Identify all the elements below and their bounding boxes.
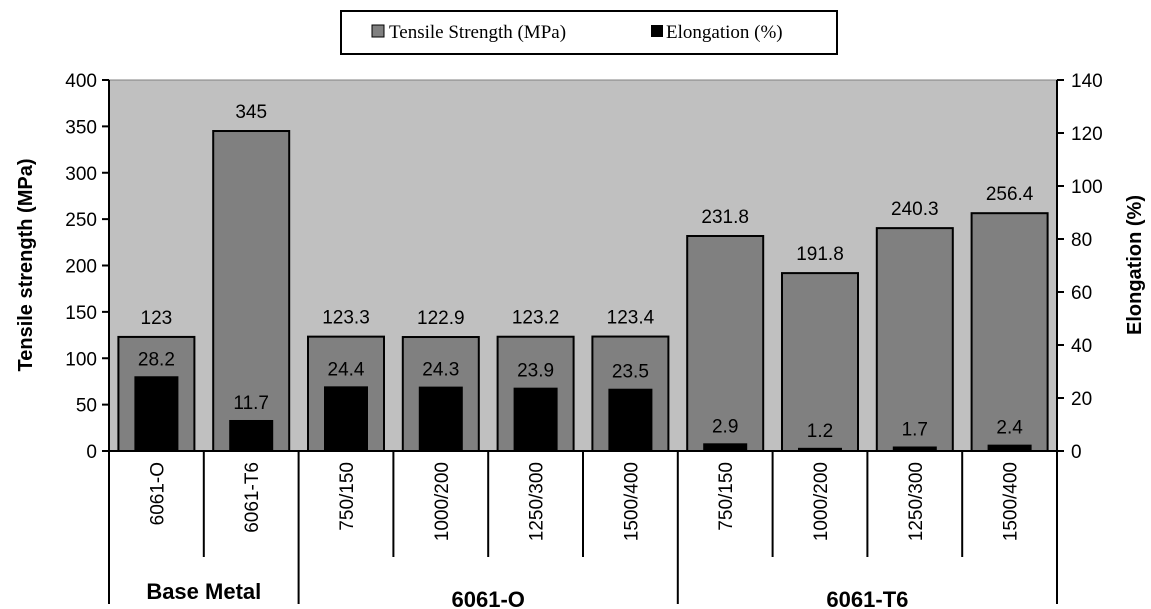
category-label: 1250/300 xyxy=(527,462,548,541)
data-label-elongation: 1.7 xyxy=(902,419,928,440)
bar-tensile-strength xyxy=(212,130,291,452)
data-label-elongation: 28.2 xyxy=(138,349,175,370)
y-tick-label-left: 200 xyxy=(65,257,97,278)
legend-box xyxy=(340,10,838,55)
labels-layer: 0 50 100 150 200 250 300 350 400 0 20 40 60 80 100 120 1… xyxy=(65,71,1102,609)
data-label-tensile-strength: 123 xyxy=(141,308,173,329)
group-label: 6061-O xyxy=(452,587,525,609)
y-axis-title-right: Elongation (%) xyxy=(1124,195,1146,335)
data-label-tensile-strength: 123.3 xyxy=(322,308,370,329)
data-label-elongation: 11.7 xyxy=(233,393,269,414)
data-label-tensile-strength: 123.2 xyxy=(512,308,560,329)
bar-elongation xyxy=(229,419,274,451)
legend: Tensile Strength (MPa) Elongation (%) xyxy=(340,10,838,55)
y-tick-label-right: 100 xyxy=(1071,177,1103,198)
y-tick-label-left: 350 xyxy=(65,117,97,138)
category-label: 1500/400 xyxy=(621,462,642,541)
y-tick-label-left: 250 xyxy=(65,210,97,231)
y-tick-label-right: 80 xyxy=(1071,230,1092,251)
legend-swatch-elongation xyxy=(651,25,663,37)
legend-label-tensile: Tensile Strength (MPa) xyxy=(389,22,566,43)
bar-tensile-strength xyxy=(781,272,859,452)
bar-elongation xyxy=(892,446,937,451)
bar-elongation xyxy=(608,388,653,451)
group-label: Base Metal xyxy=(146,579,261,604)
bar-elongation xyxy=(134,376,179,451)
y-tick-label-right: 0 xyxy=(1071,442,1082,463)
legend-label-elongation: Elongation (%) xyxy=(666,22,783,43)
data-label-tensile-strength: 191.8 xyxy=(796,244,844,265)
y-tick-label-right: 40 xyxy=(1071,336,1092,357)
bar-elongation xyxy=(987,444,1032,451)
legend-swatch-tensile xyxy=(371,24,385,38)
y-tick-label-right: 140 xyxy=(1071,71,1103,92)
y-tick-label-left: 150 xyxy=(65,303,97,324)
y-tick-label-left: 300 xyxy=(65,164,97,185)
data-label-tensile-strength: 122.9 xyxy=(417,308,465,329)
category-label: 750/150 xyxy=(716,462,737,531)
data-label-elongation: 2.4 xyxy=(996,418,1023,439)
group-label: 6061-T6 xyxy=(826,587,908,609)
bar-tensile-strength xyxy=(970,212,1049,452)
bar-tensile-strength xyxy=(875,227,954,452)
y-tick-label-left: 50 xyxy=(76,396,97,417)
axes-layer xyxy=(102,79,1064,604)
data-label-elongation: 23.9 xyxy=(517,361,554,382)
category-label: 1000/200 xyxy=(432,462,453,541)
data-label-elongation: 2.9 xyxy=(712,416,738,437)
y-tick-label-left: 100 xyxy=(65,349,97,370)
data-label-tensile-strength: 345 xyxy=(235,102,267,123)
bar-elongation xyxy=(324,386,368,451)
data-label-tensile-strength: 123.4 xyxy=(607,308,655,329)
data-label-elongation: 24.3 xyxy=(422,360,459,381)
y-tick-label-right: 20 xyxy=(1071,389,1092,410)
data-label-tensile-strength: 256.4 xyxy=(986,184,1034,205)
category-label: 6061-O xyxy=(147,462,168,525)
y-tick-label-right: 60 xyxy=(1071,283,1092,304)
category-label: 1250/300 xyxy=(906,462,927,541)
bar-elongation xyxy=(513,387,558,451)
bars-layer xyxy=(117,130,1049,453)
y-tick-label-left: 400 xyxy=(65,71,97,92)
data-label-elongation: 1.2 xyxy=(807,421,833,442)
y-tick-label-right: 120 xyxy=(1071,124,1103,145)
category-label: 750/150 xyxy=(337,462,358,531)
y-axis-title-left: Tensile strength (MPa) xyxy=(15,159,37,372)
data-label-tensile-strength: 231.8 xyxy=(701,207,749,228)
data-label-elongation: 23.5 xyxy=(612,362,649,383)
category-label: 1500/400 xyxy=(1001,462,1022,541)
y-tick-label-left: 0 xyxy=(86,442,97,463)
data-label-tensile-strength: 240.3 xyxy=(891,199,939,220)
bar-elongation xyxy=(703,443,748,451)
category-label: 6061-T6 xyxy=(242,462,263,533)
bar-elongation xyxy=(798,447,842,451)
data-label-elongation: 24.4 xyxy=(328,359,365,380)
bar-elongation xyxy=(418,386,463,451)
bar-tensile-strength xyxy=(686,235,765,452)
category-label: 1000/200 xyxy=(811,462,832,541)
